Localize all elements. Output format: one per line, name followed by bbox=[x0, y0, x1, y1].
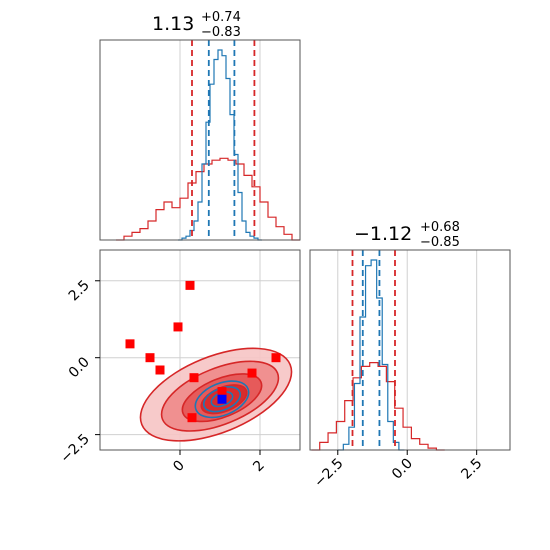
title-p0-minus: −0.83 bbox=[201, 25, 241, 40]
hist-p1-blue-series bbox=[337, 259, 405, 451]
red-square-marker bbox=[155, 365, 165, 375]
hist-p1-xtick-label: 2.5 bbox=[458, 456, 485, 483]
hist-p1-xtick-label: 0.0 bbox=[389, 456, 416, 483]
scatter-ytick-label: 2.5 bbox=[66, 277, 93, 304]
red-square-marker bbox=[125, 339, 135, 349]
blue-square-marker bbox=[217, 394, 227, 404]
red-square-marker bbox=[185, 280, 195, 290]
red-square-marker bbox=[187, 413, 197, 423]
panel-hist-p1: −2.5 0.0 2.5 bbox=[309, 249, 511, 491]
title-p0-median: 1.13 bbox=[152, 13, 194, 35]
blue-contour-level bbox=[194, 380, 250, 419]
hist-p0-frame bbox=[99, 39, 301, 241]
red-square-marker bbox=[145, 353, 155, 363]
hist-p0-blue-series bbox=[178, 49, 262, 241]
panel-scatter-p0-p1: 0 2 2.5 0.0 −2.5 bbox=[57, 249, 301, 476]
title-p1: −1.12 +0.68 −0.85 bbox=[354, 220, 460, 250]
title-p0: 1.13 +0.74 −0.83 bbox=[152, 10, 241, 40]
title-p1-plus: +0.68 bbox=[420, 220, 460, 235]
hist-p1-xtick-label: −2.5 bbox=[311, 456, 346, 491]
title-p1-median: −1.12 bbox=[354, 223, 412, 245]
scatter-ytick-label: 0.0 bbox=[66, 354, 93, 381]
red-square-marker bbox=[173, 322, 183, 332]
hist-p1-red-series bbox=[311, 362, 445, 451]
scatter-xtick-label: 0 bbox=[170, 458, 188, 476]
scatter-frame bbox=[99, 249, 301, 451]
title-p0-plus: +0.74 bbox=[201, 10, 241, 25]
scatter-plot-area bbox=[100, 250, 300, 450]
red-square-marker bbox=[189, 373, 199, 383]
scatter-ytick-label: −2.5 bbox=[57, 431, 92, 466]
hist-p1-frame bbox=[309, 249, 511, 451]
title-p1-minus: −0.85 bbox=[420, 235, 460, 250]
red-square-marker bbox=[217, 387, 227, 397]
red-square-marker bbox=[247, 368, 257, 378]
panel-hist-p0 bbox=[99, 39, 301, 241]
scatter-xtick-label: 2 bbox=[250, 458, 268, 476]
red-square-marker bbox=[271, 353, 281, 363]
